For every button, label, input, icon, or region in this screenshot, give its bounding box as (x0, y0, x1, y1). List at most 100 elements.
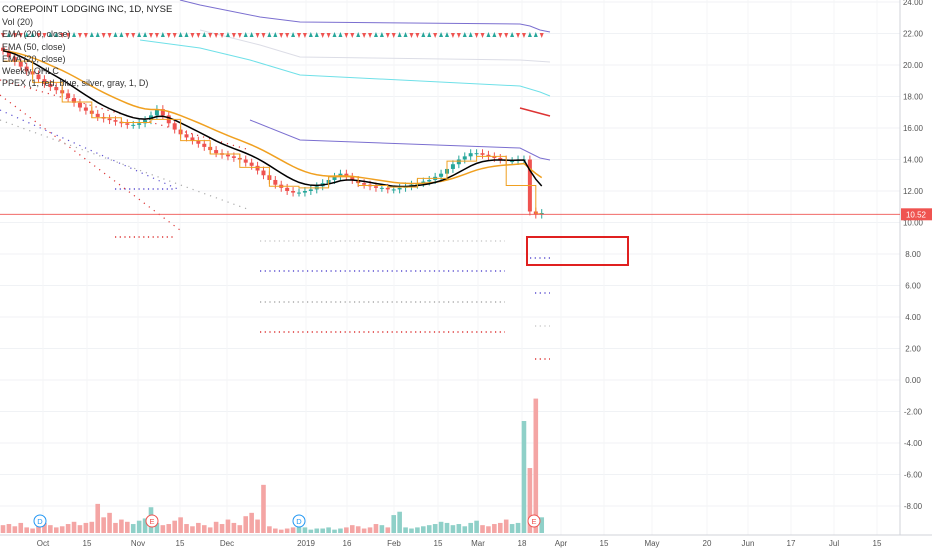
volume-bar (95, 503, 101, 533)
candle[interactable] (373, 186, 378, 188)
event-marker[interactable] (292, 514, 306, 528)
candle[interactable] (12, 57, 17, 62)
candle[interactable] (291, 191, 296, 193)
candle[interactable] (184, 134, 189, 138)
candle[interactable] (42, 79, 47, 84)
signal-down-marker (12, 33, 17, 38)
legend-line[interactable]: Weekly OHLC (2, 66, 59, 77)
volume-bar (119, 519, 124, 533)
candle[interactable] (297, 192, 301, 194)
candle[interactable] (480, 153, 485, 155)
candle[interactable] (72, 98, 77, 103)
candle[interactable] (421, 181, 426, 184)
volume-bar (421, 526, 426, 533)
candle[interactable] (462, 156, 467, 160)
x-tick-label: 15 (600, 539, 609, 548)
candle[interactable] (83, 107, 88, 111)
candle[interactable] (18, 61, 23, 67)
candle[interactable] (54, 87, 59, 91)
candle[interactable] (48, 83, 53, 88)
candle[interactable] (154, 109, 159, 116)
event-marker-label: D (37, 517, 43, 526)
candle[interactable] (249, 162, 254, 166)
candle[interactable] (273, 179, 278, 185)
candle[interactable] (450, 164, 455, 169)
candle[interactable] (498, 157, 503, 160)
signal-down-marker (231, 33, 236, 38)
candle[interactable] (302, 191, 307, 193)
candle[interactable] (391, 189, 396, 191)
candle[interactable] (1, 47, 5, 51)
signal-up-marker (445, 32, 449, 37)
candle[interactable] (172, 123, 177, 130)
candle[interactable] (95, 113, 100, 117)
volume-bar (480, 525, 485, 533)
candle[interactable] (190, 137, 195, 141)
candle[interactable] (362, 183, 367, 185)
signal-down-marker (498, 33, 503, 38)
candle[interactable] (243, 159, 248, 163)
candle[interactable] (474, 153, 479, 155)
candle[interactable] (492, 156, 497, 158)
candle[interactable] (379, 187, 384, 189)
candle[interactable] (468, 153, 473, 157)
candle[interactable] (202, 143, 207, 147)
event-marker[interactable] (33, 514, 47, 528)
candle[interactable] (24, 66, 29, 72)
legend-line[interactable]: EMA (50, close) (2, 41, 66, 52)
highlight-box[interactable] (526, 236, 629, 266)
grid (0, 0, 900, 535)
candle[interactable] (308, 189, 313, 191)
candle[interactable] (231, 156, 236, 158)
candle[interactable] (196, 140, 201, 144)
candle[interactable] (439, 173, 444, 177)
event-marker[interactable] (145, 514, 159, 528)
legend-line[interactable]: EMA (200, close) (2, 29, 71, 40)
volume-bar (320, 528, 325, 533)
legend-line[interactable]: Vol (20) (2, 17, 34, 28)
signal-down-marker (107, 33, 112, 38)
candle[interactable] (125, 123, 130, 125)
candle[interactable] (486, 154, 491, 157)
candle[interactable] (285, 187, 290, 191)
signal-down-marker (450, 33, 455, 38)
candle[interactable] (344, 173, 349, 177)
event-marker-label: E (149, 517, 154, 526)
y-tick-label: 22.00 (903, 30, 924, 39)
candle[interactable] (6, 50, 11, 58)
candle[interactable] (332, 176, 337, 180)
volume-bar (403, 527, 408, 533)
candle[interactable] (225, 154, 230, 157)
legend-line[interactable]: EMA (20, close) (2, 53, 66, 64)
volume-bar (373, 524, 379, 533)
candle[interactable] (36, 74, 41, 80)
candle[interactable] (261, 170, 266, 176)
legend-line[interactable]: PPEX (1, red, blue, silver, gray, 1, D) (2, 78, 149, 89)
candle[interactable] (397, 187, 402, 190)
candle[interactable] (350, 176, 355, 180)
candle[interactable] (137, 123, 142, 125)
candle[interactable] (131, 124, 136, 126)
candle[interactable] (214, 150, 219, 154)
candle[interactable] (143, 120, 148, 124)
candle[interactable] (66, 93, 71, 99)
candle[interactable] (77, 102, 82, 108)
signal-down-marker (362, 33, 367, 38)
chart-legend: COREPOINT LODGING INC, 1D, NYSE Vol (20)… (2, 4, 172, 89)
candle[interactable] (113, 120, 118, 122)
volume-bar (515, 522, 521, 533)
candle[interactable] (427, 179, 432, 182)
signal-down-marker (516, 33, 521, 38)
volume-bar (344, 527, 349, 533)
candle[interactable] (107, 118, 112, 121)
candle[interactable] (510, 161, 515, 163)
signal-up-marker (137, 32, 142, 37)
candle[interactable] (255, 165, 260, 171)
signal-up-marker (6, 32, 11, 37)
candle[interactable] (456, 159, 461, 165)
event-marker[interactable] (527, 514, 541, 528)
signal-down-marker (83, 33, 88, 38)
candle[interactable] (385, 187, 390, 190)
candle[interactable] (160, 109, 165, 116)
